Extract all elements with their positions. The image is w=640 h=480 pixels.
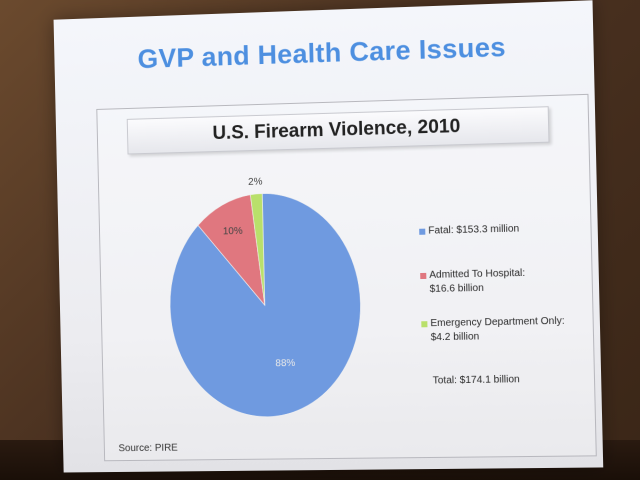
legend-label-fatal: Fatal: $153.3 million (428, 223, 520, 237)
legend-swatch-fatal (419, 228, 426, 235)
legend-label-emergency: Emergency Department Only: $4.2 billion (430, 315, 565, 344)
pie-slice-emergency (250, 194, 264, 306)
chart-title: U.S. Firearm Violence, 2010 (126, 106, 550, 155)
legend-swatch-hospital (420, 272, 427, 280)
pie-chart: 88% 10% 2% (159, 176, 373, 421)
data-label-fatal: 88% (275, 358, 295, 369)
legend-label-hospital: Admitted To Hospital: $16.6 billion (429, 267, 526, 295)
pie-slice-fatal (168, 191, 363, 418)
chart-frame: U.S. Firearm Violence, 2010 88% 10% 2% Fat… (96, 93, 597, 462)
legend-item-hospital: Admitted To Hospital: $16.6 billion (420, 266, 584, 298)
pie-slice-hospital (197, 194, 264, 306)
total-label: Total: $174.1 billion (432, 374, 520, 387)
slide-title: GVP and Health Care Issues (137, 31, 507, 75)
data-label-hospital: 10% (223, 226, 243, 237)
legend-item-fatal: Fatal: $153.3 million (419, 221, 582, 239)
legend-swatch-emergency (421, 321, 428, 328)
source-label: Source: PIRE (118, 442, 178, 455)
chart-legend: Fatal: $153.3 million Admitted To Hospit… (419, 221, 582, 387)
data-label-emergency: 2% (248, 176, 263, 187)
legend-item-emergency: Emergency Department Only: $4.2 billion (421, 314, 585, 345)
presentation-slide: GVP and Health Care Issues U.S. Firearm … (53, 0, 604, 473)
